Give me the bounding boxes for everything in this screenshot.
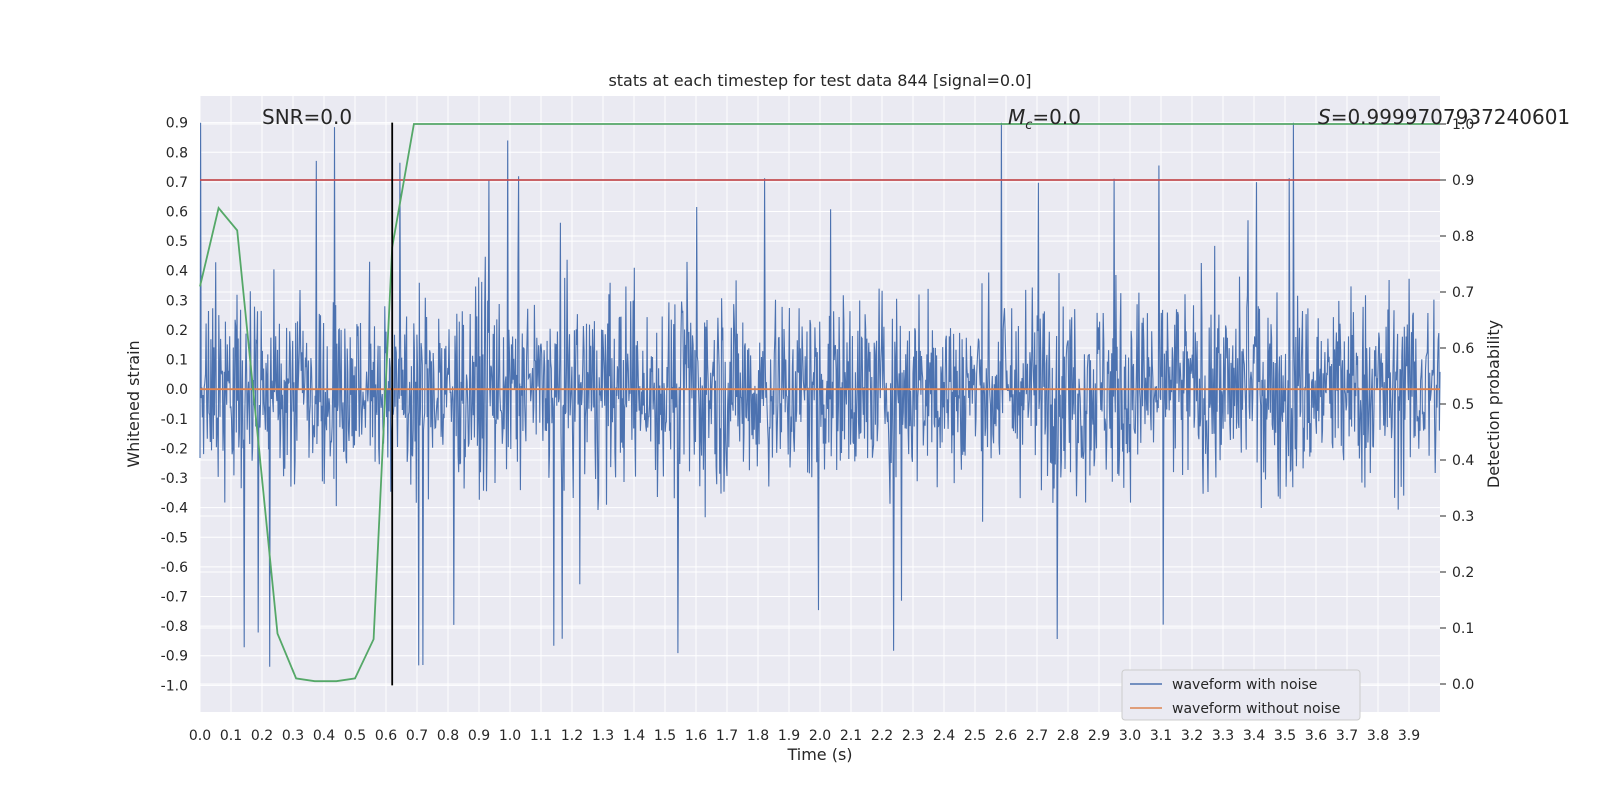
y-left-tick-label: 0.6: [166, 205, 188, 221]
x-tick-label: 0.0: [189, 728, 211, 744]
line-waveform-with-noise: [199, 122, 1441, 667]
x-tick-label: 0.3: [282, 728, 304, 744]
y-axis-left-label: Whitened strain: [124, 340, 143, 467]
y-right-tick-label: 0.8: [1452, 229, 1474, 245]
x-tick-label: 2.6: [995, 728, 1017, 744]
y-left-tick-label: 0.7: [166, 175, 188, 191]
x-tick-label: 3.4: [1243, 728, 1265, 744]
y-left-tick-label: 0.2: [166, 323, 188, 339]
x-tick-label: 1.9: [778, 728, 800, 744]
y-left-tick-label: -0.5: [161, 530, 188, 546]
x-tick-label: 1.2: [561, 728, 583, 744]
legend-box: [1121, 669, 1361, 721]
x-tick-label: 0.1: [220, 728, 242, 744]
annotation-mc: Mc=0.0: [1008, 105, 1081, 133]
y-left-tick-label: -0.9: [161, 649, 188, 665]
y-left-tick-label: -0.4: [161, 501, 188, 517]
x-tick-label: 2.7: [1026, 728, 1048, 744]
x-tick-label: 3.7: [1336, 728, 1358, 744]
y-right-tick-label: 0.9: [1452, 173, 1474, 189]
x-tick-label: 3.5: [1274, 728, 1296, 744]
y-left-tick-label: 0.0: [166, 382, 188, 398]
y-right-tick-label: 0.1: [1452, 621, 1474, 637]
x-tick-label: 0.2: [251, 728, 273, 744]
x-tick-label: 3.1: [1150, 728, 1172, 744]
y-right-tick-labels: 1.0 0.9 0.8 0.7 0.6 0.5 0.4 0.3 0.2 0.1 0.0: [1440, 117, 1474, 693]
x-tick-label: 1.1: [530, 728, 552, 744]
x-tick-label: 3.6: [1305, 728, 1327, 744]
x-tick-label: 0.7: [406, 728, 428, 744]
x-tick-label: 2.5: [964, 728, 986, 744]
legend: waveform with noise waveform without noi…: [1121, 669, 1361, 721]
legend-label-noise: waveform with noise: [1172, 677, 1317, 693]
y-right-tick-label: 0.0: [1452, 677, 1474, 693]
y-left-tick-label: 0.5: [166, 234, 188, 250]
line-detection-probability: [199, 123, 1440, 683]
y-right-tick-label: 0.6: [1452, 341, 1474, 357]
legend-label-clean: waveform without noise: [1172, 701, 1340, 717]
y-right-tick-label: 0.2: [1452, 565, 1474, 581]
y-right-tick-label: 0.4: [1452, 453, 1474, 469]
x-tick-label: 1.3: [592, 728, 614, 744]
y-left-tick-label: -0.3: [161, 471, 188, 487]
y-right-tick-label: 0.3: [1452, 509, 1474, 525]
x-tick-label: 1.8: [747, 728, 769, 744]
x-axis-label: Time (s): [786, 745, 852, 764]
x-tick-label: 1.6: [685, 728, 707, 744]
x-tick-label: 1.5: [654, 728, 676, 744]
x-tick-label: 3.2: [1181, 728, 1203, 744]
x-tick-label: 2.3: [902, 728, 924, 744]
y-left-tick-label: -0.2: [161, 441, 188, 457]
x-tick-label: 3.8: [1367, 728, 1389, 744]
x-tick-label: 2.0: [809, 728, 831, 744]
x-tick-label: 3.0: [1119, 728, 1141, 744]
y-left-tick-label: 0.8: [166, 145, 188, 161]
y-left-tick-label: -0.7: [161, 590, 188, 606]
y-left-tick-label: 0.9: [166, 116, 188, 132]
x-tick-label: 3.3: [1212, 728, 1234, 744]
y-right-tick-label: 1.0: [1452, 117, 1474, 133]
x-tick-label: 2.4: [933, 728, 955, 744]
x-tick-label: 1.7: [716, 728, 738, 744]
series-waveform-with-noise: [199, 122, 1441, 667]
x-tick-label: 2.8: [1057, 728, 1079, 744]
y-left-tick-label: 0.1: [166, 353, 188, 369]
y-left-tick-label: -0.6: [161, 560, 188, 576]
y-left-tick-label: 0.4: [166, 264, 188, 280]
y-left-tick-labels: 0.9 0.8 0.7 0.6 0.5 0.4 0.3 0.2 0.1 0.0 -0.1 -0.2 -0…: [161, 116, 188, 695]
x-tick-label: 0.8: [437, 728, 459, 744]
x-tick-label: 0.9: [468, 728, 490, 744]
x-tick-label: 2.1: [840, 728, 862, 744]
annotation-s: S=0.9999707937240601: [1318, 105, 1570, 129]
x-tick-label: 1.0: [499, 728, 521, 744]
chart-title: stats at each timestep for test data 844…: [608, 71, 1031, 90]
y-left-tick-label: -1.0: [161, 678, 188, 694]
x-tick-labels: 0.0 0.1 0.2 0.3 0.4 0.5 0.6 0.7 0.8 0.9 1.0 1.1 1.2 1…: [189, 728, 1420, 744]
y-left-tick-label: 0.3: [166, 293, 188, 309]
x-tick-label: 1.4: [623, 728, 645, 744]
x-tick-label: 0.4: [313, 728, 335, 744]
y-left-tick-label: -0.8: [161, 619, 188, 635]
y-right-tick-label: 0.7: [1452, 285, 1474, 301]
annotation-snr: SNR=0.0: [262, 105, 352, 129]
x-tick-label: 2.2: [871, 728, 893, 744]
y-left-tick-label: -0.1: [161, 412, 188, 428]
x-tick-label: 3.9: [1398, 728, 1420, 744]
x-tick-label: 0.5: [344, 728, 366, 744]
x-tick-label: 2.9: [1088, 728, 1110, 744]
overlays: [199, 122, 1440, 686]
y-axis-right-label: Detection probability: [1484, 320, 1503, 488]
x-tick-label: 0.6: [375, 728, 397, 744]
y-right-tick-label: 0.5: [1452, 397, 1474, 413]
